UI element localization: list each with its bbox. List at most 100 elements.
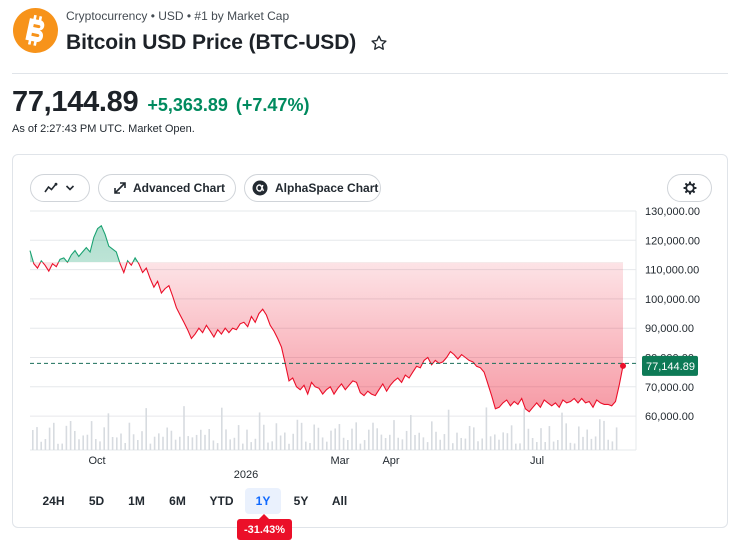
volume-bar xyxy=(578,426,580,450)
volume-bar xyxy=(48,427,51,450)
title-row: Bitcoin USD Price (BTC-USD) xyxy=(66,31,388,55)
volume-bar xyxy=(363,440,366,450)
volume-bar xyxy=(489,436,492,450)
range-button-5y[interactable]: 5Y xyxy=(293,494,309,508)
y-axis: 130,000.00 120,000.00 110,000.00 100,000.00… xyxy=(645,206,700,423)
chart-type-selector[interactable] xyxy=(30,174,90,202)
volume-bar xyxy=(321,437,324,450)
volume-bar xyxy=(74,430,76,450)
volume-bar xyxy=(191,437,194,450)
expand-icon xyxy=(114,182,126,194)
range-button-1m[interactable]: 1M xyxy=(128,494,145,508)
volume-bar xyxy=(552,441,555,450)
header-divider xyxy=(12,73,728,74)
volume-bar xyxy=(527,428,530,450)
volume-bar xyxy=(460,437,462,450)
range-button-1y[interactable]: 1Y xyxy=(245,488,281,514)
volume-bar xyxy=(69,421,72,450)
volume-bar xyxy=(603,420,605,450)
price-line-up xyxy=(29,224,139,263)
volume-bar xyxy=(187,436,189,450)
volume-bar xyxy=(435,431,437,450)
volume-bar xyxy=(330,430,332,450)
volume-bar xyxy=(61,443,63,450)
volume-bar xyxy=(389,434,391,450)
chart-settings-button[interactable] xyxy=(667,174,712,202)
x-tick-label: Apr xyxy=(382,455,399,467)
volume-bar xyxy=(225,429,227,450)
volume-bar xyxy=(174,439,177,450)
volume-bar xyxy=(288,443,290,450)
star-icon[interactable] xyxy=(370,34,388,52)
volume-bar xyxy=(510,425,513,450)
volume-bar xyxy=(401,439,404,450)
gear-icon xyxy=(683,181,696,195)
volume-bar xyxy=(99,441,101,450)
range-button-5d[interactable]: 5D xyxy=(88,494,105,508)
volume-bar xyxy=(254,438,257,450)
volume-bar xyxy=(82,435,84,450)
volume-bar xyxy=(258,412,261,450)
volume-bar xyxy=(611,441,614,450)
volume-bar xyxy=(561,412,563,450)
volume-bar xyxy=(279,435,282,450)
volume-bar xyxy=(183,406,185,450)
volume-bar xyxy=(468,425,471,450)
volume-bar xyxy=(137,440,139,450)
volume-bar xyxy=(195,434,198,450)
volume-bars xyxy=(32,406,618,450)
range-button-all[interactable]: All xyxy=(331,494,348,508)
volume-bar xyxy=(515,443,517,450)
volume-bar xyxy=(200,429,202,450)
volume-bar xyxy=(32,430,34,450)
volume-bar xyxy=(326,441,328,450)
volume-bar xyxy=(422,437,425,450)
bitcoin-logo xyxy=(13,8,58,53)
volume-bar xyxy=(233,437,236,450)
volume-bar xyxy=(153,436,156,450)
volume-bar xyxy=(208,429,210,450)
alphaspace-chart-button[interactable]: AlphaSpace Chart xyxy=(244,174,381,202)
volume-bar xyxy=(267,442,269,450)
volume-bar xyxy=(431,421,433,450)
last-price-dot xyxy=(620,362,626,369)
volume-bar xyxy=(309,443,311,450)
volume-bar xyxy=(540,428,542,450)
advanced-chart-button[interactable]: Advanced Chart xyxy=(98,174,236,202)
volume-bar xyxy=(347,440,349,450)
volume-bar xyxy=(250,442,252,450)
volume-bar xyxy=(410,415,412,450)
range-button-ytd[interactable]: YTD xyxy=(209,494,234,508)
range-selector: 24H 5D 1M 6M YTD 1Y 5Y All xyxy=(30,488,358,514)
range-button-6m[interactable]: 6M xyxy=(169,494,186,508)
volume-bar xyxy=(586,429,588,450)
volume-bar xyxy=(351,428,353,450)
volume-bar xyxy=(548,426,551,450)
quote-row: 77,144.89 +5,363.89 (+7.47%) xyxy=(12,86,309,119)
volume-bar xyxy=(418,432,420,450)
chevron-down-icon xyxy=(65,185,75,191)
volume-bar xyxy=(464,438,467,450)
price-area-fill-up xyxy=(30,225,138,263)
volume-bar xyxy=(594,436,597,450)
volume-bar xyxy=(103,427,105,450)
volume-bar xyxy=(607,439,609,450)
range-button-24h[interactable]: 24H xyxy=(42,494,65,508)
y-tick-label: 120,000.00 xyxy=(645,235,700,247)
volume-bar xyxy=(473,427,475,450)
volume-bar xyxy=(271,441,273,450)
volume-bar xyxy=(582,436,584,450)
volume-bar xyxy=(573,443,576,450)
volume-bar xyxy=(141,431,143,450)
volume-bar xyxy=(519,443,521,450)
alphaspace-icon xyxy=(252,180,268,196)
volume-bar xyxy=(397,437,399,450)
chart-card xyxy=(12,154,728,528)
price-change: +5,363.89 xyxy=(147,95,228,115)
volume-bar xyxy=(242,443,244,450)
x-tick-label: Oct xyxy=(88,455,105,467)
volume-bar xyxy=(536,442,538,450)
range-change-badge: -31.43% xyxy=(237,519,292,540)
volume-bar xyxy=(384,438,387,450)
